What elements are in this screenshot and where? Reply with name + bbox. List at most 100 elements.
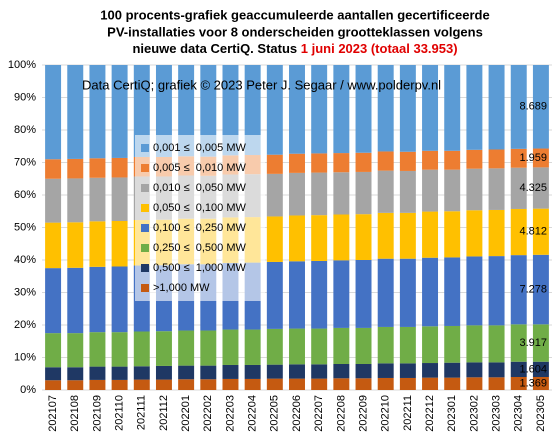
y-tick-label: 100% <box>8 59 36 71</box>
legend-label: 0,010 ≤ 0,050 MW <box>153 182 246 194</box>
bar-segment <box>266 378 283 390</box>
annotation: Data CertiQ; grafiek © 2023 Peter J. Seg… <box>82 77 441 92</box>
bar-segment <box>111 157 128 178</box>
end-label: 4.325 <box>519 182 547 194</box>
bar-segment <box>355 152 372 172</box>
bar-segment <box>89 379 106 390</box>
legend-swatch <box>141 264 149 272</box>
bar-segment <box>355 364 372 379</box>
bar-segment <box>355 171 372 215</box>
bar-segment <box>45 333 62 368</box>
bar-segment <box>399 258 416 327</box>
bar-segment <box>266 65 283 155</box>
y-tick-label: 70% <box>14 156 36 168</box>
bar-segment <box>45 222 62 269</box>
y-tick-label: 30% <box>14 286 36 298</box>
bar-segment <box>399 65 416 152</box>
bar-segment <box>311 364 328 379</box>
x-tick-label: 202209 <box>357 395 369 432</box>
chart-title: 100 procents-grafiek geaccumuleerde aant… <box>100 7 489 22</box>
bar-segment <box>488 149 505 169</box>
bar-segment <box>89 332 106 367</box>
bar-segment <box>377 258 394 327</box>
bar-segment <box>422 326 439 364</box>
legend-swatch <box>141 144 149 152</box>
bar-segment <box>466 149 483 169</box>
bar-segment <box>244 378 261 390</box>
bar-segment <box>399 326 416 364</box>
bar-segment <box>466 377 483 390</box>
bar-segment <box>178 65 195 157</box>
bar-segment <box>333 153 350 173</box>
bar-segment <box>89 158 106 178</box>
bar-segment <box>532 167 549 209</box>
bar-segment <box>67 380 84 390</box>
bar-segment <box>510 65 527 149</box>
bar-segment <box>222 364 239 379</box>
bar-segment <box>510 167 527 209</box>
bar-segment <box>45 268 62 334</box>
bar-segment <box>111 177 128 221</box>
bar-segment <box>45 178 62 223</box>
x-tick-label: 202305 <box>535 395 547 432</box>
bar-segment <box>466 168 483 211</box>
bar-segment <box>111 332 128 367</box>
y-tick-label: 50% <box>14 221 36 233</box>
chart-title: nieuwe data CertiQ. Status 1 juni 2023 (… <box>132 41 457 56</box>
bar-segment <box>244 364 261 379</box>
bar-segment <box>45 380 62 390</box>
bars: 202107 202108 202109 202110 202111 202112 2022… <box>45 65 549 432</box>
x-tick-label: 202208 <box>335 395 347 432</box>
title-highlight: 1 juni 2023 (totaal 33.953) <box>301 41 458 56</box>
bar-segment <box>133 366 150 380</box>
legend-label: 0,100 ≤ 0,250 MW <box>153 222 246 234</box>
bar-segment <box>377 363 394 378</box>
bar-segment <box>444 257 461 326</box>
bar-segment <box>377 151 394 171</box>
end-label: 1.604 <box>519 363 547 375</box>
end-label: 8.689 <box>519 101 547 113</box>
bar-segment <box>45 159 62 179</box>
x-tick-label: 202302 <box>468 395 480 432</box>
x-tick-label: 202212 <box>424 395 436 432</box>
bar-segment <box>466 325 483 363</box>
bar-segment <box>111 366 128 380</box>
chart-title: nieuwe data CertiQ. Status <box>132 41 297 56</box>
bar-segment <box>466 362 483 378</box>
end-label: 1.369 <box>519 377 547 389</box>
bar-segment <box>333 260 350 328</box>
bar-segment <box>289 261 305 329</box>
bar-segment <box>532 377 549 390</box>
bar-segment <box>266 216 283 262</box>
bar-segment <box>333 172 350 215</box>
bar-segment <box>444 377 461 390</box>
bar-segment <box>222 329 239 365</box>
bar-segment <box>266 328 283 365</box>
bar-segment <box>266 261 283 329</box>
bar-segment <box>200 65 217 157</box>
bar-segment <box>89 366 106 380</box>
bar-segment <box>532 324 549 362</box>
bar-segment <box>311 215 328 261</box>
bar-segment <box>244 65 261 156</box>
bar-segment <box>532 208 549 255</box>
bar-segment <box>355 327 372 364</box>
bar-segment <box>488 325 505 363</box>
bar-segment <box>200 330 217 366</box>
bar-segment <box>488 209 505 257</box>
bar-segment <box>488 362 505 378</box>
legend-label: 0,005 ≤ 0,010 MW <box>153 162 246 174</box>
chart-title: PV-installaties voor 8 onderscheiden gro… <box>107 24 483 39</box>
bar-segment <box>333 364 350 379</box>
bar-segment <box>488 65 505 150</box>
bar-segment <box>155 65 172 157</box>
x-tick-label: 202304 <box>513 395 525 432</box>
bar-segment <box>311 260 328 329</box>
bar-segment <box>510 377 527 390</box>
bar-segment <box>488 168 505 210</box>
legend-label: 0,050 ≤ 0,100 MW <box>153 202 246 214</box>
legend-label: >1,000 MW <box>153 282 210 294</box>
bar-segment <box>67 65 84 159</box>
y-tick-label: 80% <box>14 124 36 136</box>
